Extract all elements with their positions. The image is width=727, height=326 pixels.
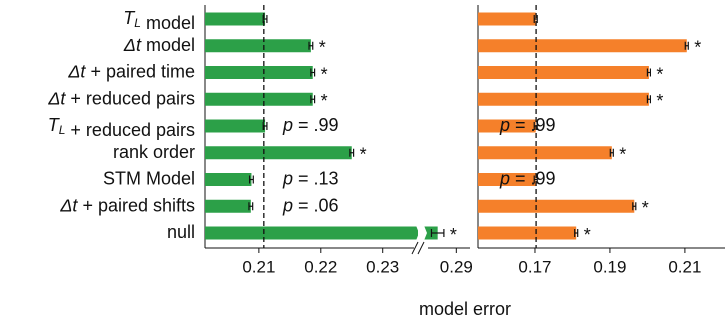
error-bar [574,229,579,237]
bar [205,146,352,160]
bar [205,92,313,106]
significance-star: * [656,64,663,84]
bar [205,12,266,26]
error-bar [646,68,652,77]
x-tick-label: 0.19 [593,257,626,276]
bar [478,12,536,26]
bar [205,39,311,53]
error-bar [632,202,637,211]
bar [478,199,635,213]
x-tick-label: 0.29 [440,257,473,276]
category-label: Δt + paired shifts [59,195,195,215]
error-bar [430,229,445,237]
significance-star: * [619,145,626,165]
p-value-label: p = .06 [282,195,339,215]
bar [478,66,649,79]
x-tick-label: 0.21 [668,257,701,276]
x-tick-label: 0.17 [518,257,551,276]
x-tick-label: 0.22 [304,257,337,276]
p-value-label: p = .99 [499,115,556,135]
significance-star: * [450,225,457,245]
category-label: rank order [113,142,195,162]
significance-star: * [319,38,326,58]
significance-star: * [321,64,328,84]
error-bar [248,202,254,211]
significance-star: * [360,145,367,165]
error-bar [609,148,614,157]
bar [424,226,438,240]
bar [205,66,313,79]
error-bar [310,95,316,104]
error-bar [533,175,538,184]
error-bar [533,15,538,23]
significance-star: * [656,91,663,111]
bar [205,173,252,186]
significance-star: * [321,91,328,111]
error-bar [646,95,652,104]
x-tick-label: 0.21 [242,257,275,276]
error-bar [684,41,689,50]
category-label: TL model [123,8,195,33]
significance-star: * [584,225,591,245]
bar-break [416,225,427,241]
error-bar [248,175,254,184]
axis-break-mark [417,241,425,255]
p-value-label: p = .99 [282,115,339,135]
bar-segment [205,226,418,240]
category-label: STM Model [103,168,195,188]
error-bar [310,68,316,77]
bar [478,39,687,53]
error-bar [308,41,314,50]
bar [478,226,577,240]
category-label: Δt model [123,35,195,55]
significance-star: * [642,198,649,218]
axis-break-mark [411,241,419,255]
category-label: Δt + reduced pairs [47,88,195,108]
error-bar [349,148,355,157]
category-label: null [167,222,195,242]
bar [478,146,612,160]
bar [478,173,536,186]
x-axis-label: model error [419,299,511,319]
bar [205,119,266,133]
p-value-label: p = .13 [282,168,339,188]
category-label: Δt + paired time [67,61,195,81]
p-value-label: p = .99 [499,168,556,188]
category-label: TL + reduced pairs [48,115,195,140]
x-tick-label: 0.23 [366,257,399,276]
bar [478,92,649,106]
bar [205,199,251,213]
significance-star: * [694,38,701,58]
bar [478,119,536,133]
